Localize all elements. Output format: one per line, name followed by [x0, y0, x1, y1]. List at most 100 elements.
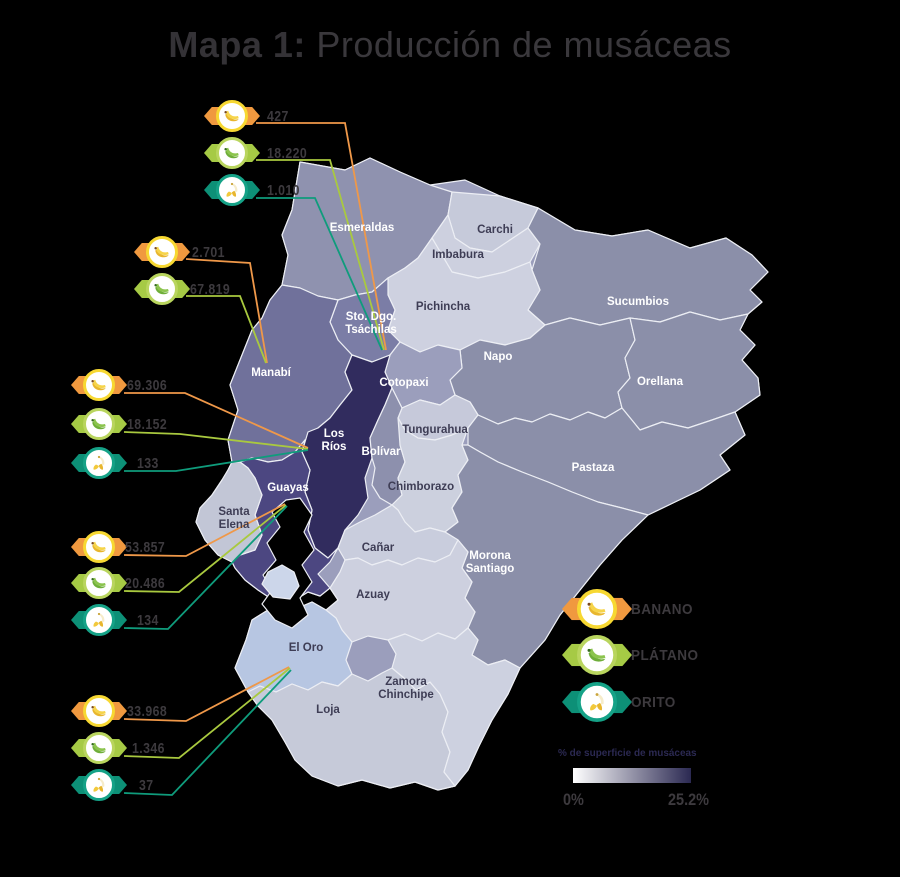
line-banano-manabi	[185, 258, 268, 364]
badge-orito	[71, 767, 127, 803]
label-loja: Loja	[316, 704, 340, 716]
badge-banano	[71, 529, 127, 565]
scale-gradient-bar	[573, 768, 691, 783]
line-orito-guayas	[123, 505, 288, 630]
orito-icon	[577, 682, 617, 722]
label-el-oro: El Oro	[289, 642, 324, 654]
label-carchi: Carchi	[477, 224, 513, 236]
platano-icon	[83, 732, 115, 764]
banano-icon	[83, 369, 115, 401]
label-napo: Napo	[484, 351, 513, 363]
orito-icon	[216, 174, 248, 206]
badge-platano	[71, 565, 127, 601]
label-morona-line2: Santiago	[466, 563, 515, 575]
line-platano-los-rios	[123, 431, 309, 450]
label-guayas: Guayas	[267, 482, 309, 494]
line-banano-guayas	[123, 503, 286, 557]
banano-icon	[146, 236, 178, 268]
line-orito-los-rios	[124, 449, 309, 472]
badge-orito	[204, 172, 260, 208]
line-orito-sto-dgo	[256, 197, 383, 351]
badge-banano	[71, 367, 127, 403]
banano-icon	[577, 589, 617, 629]
puna-island	[261, 564, 300, 600]
value-platano-los-rios: 18.152	[127, 416, 168, 433]
platano-icon	[146, 273, 178, 305]
province-orellana	[617, 311, 761, 431]
value-banano-los-rios: 69.306	[127, 377, 168, 394]
value-banano-guayas: 53.857	[125, 539, 166, 556]
line-banano-sto-dgo	[256, 122, 387, 351]
badge-platano	[71, 406, 127, 442]
label-sto-dgo-line1: Sto. Dgo.	[346, 311, 396, 323]
legend-badge-platano	[562, 633, 632, 678]
line-platano-manabi	[186, 295, 267, 364]
badge-banano	[134, 234, 190, 270]
label-canar: Cañar	[362, 542, 395, 554]
scale-title: % de superficie de musáceas	[558, 747, 697, 759]
line-banano-los-rios	[124, 392, 309, 449]
badge-banano	[204, 98, 260, 134]
label-cotopaxi: Cotopaxi	[379, 377, 428, 389]
label-pichincha: Pichincha	[416, 301, 471, 313]
platano-icon	[83, 408, 115, 440]
legend-label-orito: ORITO	[631, 694, 676, 711]
orito-icon	[83, 769, 115, 801]
scale-min-label: 0%	[563, 790, 584, 809]
legend-badge-orito	[562, 680, 632, 725]
orito-icon	[83, 447, 115, 479]
legend-label-banano: BANANO	[631, 601, 693, 618]
page-title: Mapa 1: Producción de musáceas	[0, 24, 900, 66]
value-orito-sto-dgo: 1.010	[267, 182, 300, 199]
value-orito-los-rios: 133	[137, 455, 159, 472]
title-bold: Mapa 1:	[168, 24, 306, 65]
province-zamora-chinchipe	[387, 627, 521, 787]
label-manabi: Manabí	[251, 367, 291, 379]
value-banano-el-oro: 33.968	[127, 703, 168, 720]
platano-icon	[83, 567, 115, 599]
banano-icon	[83, 695, 115, 727]
label-pastaza: Pastaza	[572, 462, 615, 474]
badge-orito	[71, 445, 127, 481]
label-morona-line1: Morona	[469, 550, 511, 562]
badge-platano	[71, 730, 127, 766]
label-orellana: Orellana	[637, 376, 684, 388]
line-banano-el-oro	[123, 666, 290, 722]
legend-label-platano: PLÁTANO	[631, 647, 699, 664]
value-orito-guayas: 134	[137, 612, 159, 629]
label-los-rios-line2: Ríos	[322, 441, 347, 453]
label-tungurahua: Tungurahua	[402, 424, 468, 436]
scale-max-label: 25.2%	[668, 790, 709, 809]
label-zamora-line2: Chinchipe	[378, 689, 434, 701]
line-orito-el-oro	[123, 669, 292, 796]
title-regular: Producción de musáceas	[305, 24, 732, 65]
badge-platano	[134, 271, 190, 307]
value-platano-guayas: 20.486	[125, 575, 166, 592]
badge-platano	[204, 135, 260, 171]
value-platano-sto-dgo: 18.220	[267, 145, 308, 162]
badge-banano	[71, 693, 127, 729]
platano-icon	[216, 137, 248, 169]
label-azuay: Azuay	[356, 589, 390, 601]
platano-icon	[577, 635, 617, 675]
value-platano-el-oro: 1.346	[132, 740, 165, 757]
line-platano-el-oro	[123, 667, 291, 759]
value-banano-sto-dgo: 427	[267, 108, 289, 125]
label-chimborazo: Chimborazo	[388, 481, 454, 493]
label-santa-elena-line1: Santa	[218, 506, 250, 518]
value-banano-manabi: 2.701	[192, 244, 225, 261]
label-zamora-line1: Zamora	[385, 676, 427, 688]
label-bolivar: Bolívar	[362, 446, 402, 458]
badge-orito	[71, 602, 127, 638]
line-platano-sto-dgo	[256, 159, 385, 351]
label-sto-dgo-line2: Tsáchilas	[345, 324, 397, 336]
value-orito-el-oro: 37	[139, 777, 154, 794]
value-platano-manabi: 67.819	[190, 281, 231, 298]
label-santa-elena-line2: Elena	[219, 519, 250, 531]
banano-icon	[216, 100, 248, 132]
label-sucumbios: Sucumbios	[607, 296, 669, 308]
label-imbabura: Imbabura	[432, 249, 484, 261]
label-los-rios-line1: Los	[324, 428, 344, 440]
